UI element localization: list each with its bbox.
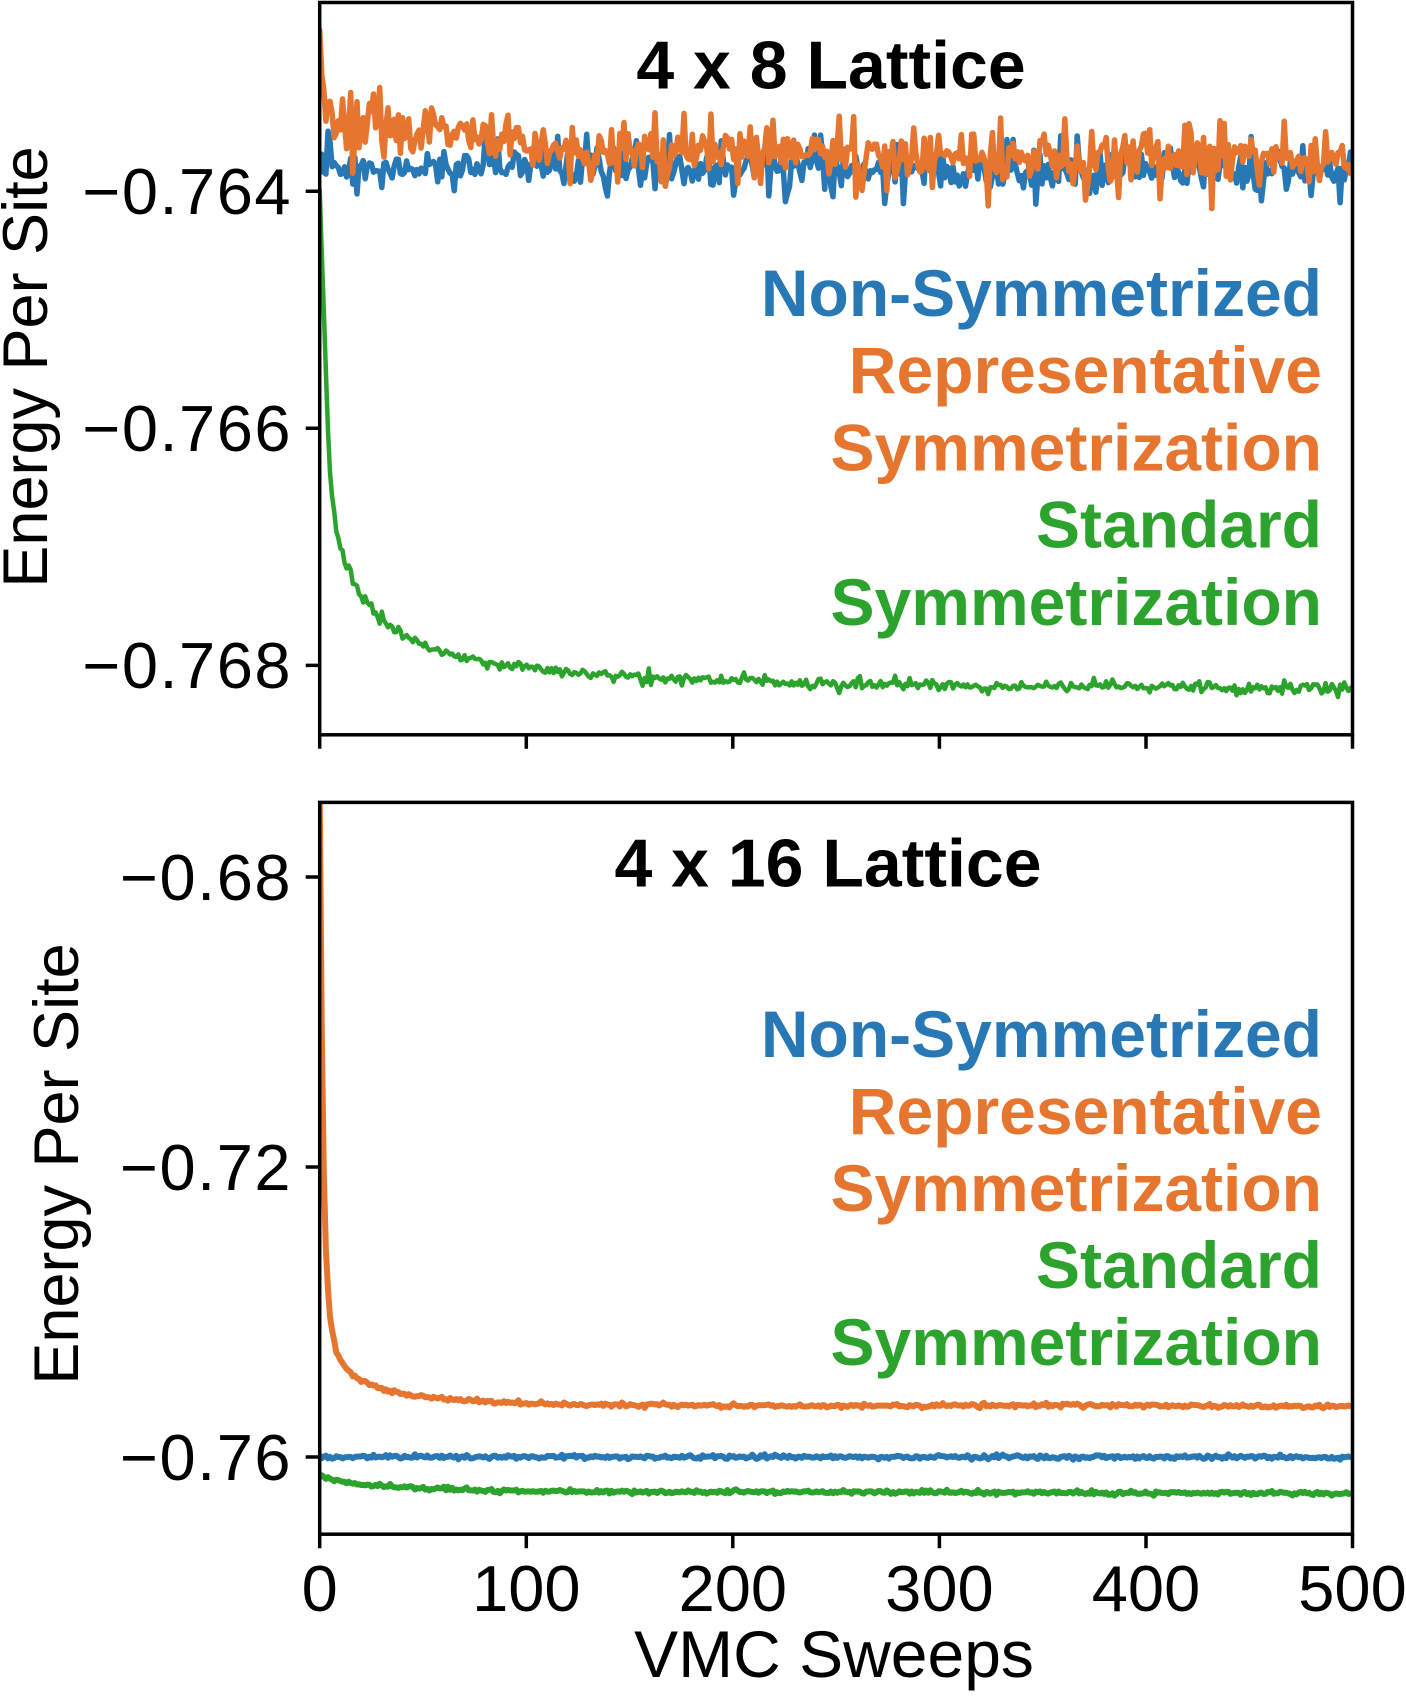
svg-text:Energy Per Site: Energy Per Site (22, 943, 92, 1384)
svg-text:Non-Symmetrized: Non-Symmetrized (761, 256, 1322, 330)
svg-text:VMC Sweeps: VMC Sweeps (634, 1617, 1034, 1691)
svg-text:−0.72: −0.72 (120, 1131, 292, 1204)
svg-text:4 x 16 Lattice: 4 x 16 Lattice (614, 826, 1041, 902)
svg-text:Representative: Representative (849, 333, 1322, 407)
svg-text:−0.76: −0.76 (120, 1421, 292, 1494)
svg-text:100: 100 (472, 1552, 580, 1625)
svg-text:Representative: Representative (849, 1074, 1322, 1148)
svg-text:Standard: Standard (1036, 1228, 1322, 1302)
svg-text:−0.68: −0.68 (120, 841, 292, 914)
svg-text:Symmetrization: Symmetrization (831, 1151, 1322, 1225)
svg-text:400: 400 (1092, 1552, 1200, 1625)
svg-text:Non-Symmetrized: Non-Symmetrized (761, 997, 1322, 1071)
svg-text:200: 200 (679, 1552, 787, 1625)
svg-text:4 x 8 Lattice: 4 x 8 Lattice (636, 28, 1025, 104)
svg-text:Symmetrization: Symmetrization (831, 410, 1322, 484)
svg-text:Symmetrization: Symmetrization (831, 565, 1322, 639)
svg-text:Energy Per Site: Energy Per Site (0, 146, 61, 587)
svg-text:−0.766: −0.766 (82, 392, 292, 465)
svg-text:0: 0 (302, 1552, 338, 1625)
svg-text:300: 300 (885, 1552, 993, 1625)
svg-text:500: 500 (1298, 1552, 1406, 1625)
svg-text:Symmetrization: Symmetrization (831, 1305, 1322, 1379)
svg-text:−0.764: −0.764 (82, 155, 292, 228)
svg-text:−0.768: −0.768 (82, 629, 292, 702)
svg-text:Standard: Standard (1036, 488, 1322, 562)
